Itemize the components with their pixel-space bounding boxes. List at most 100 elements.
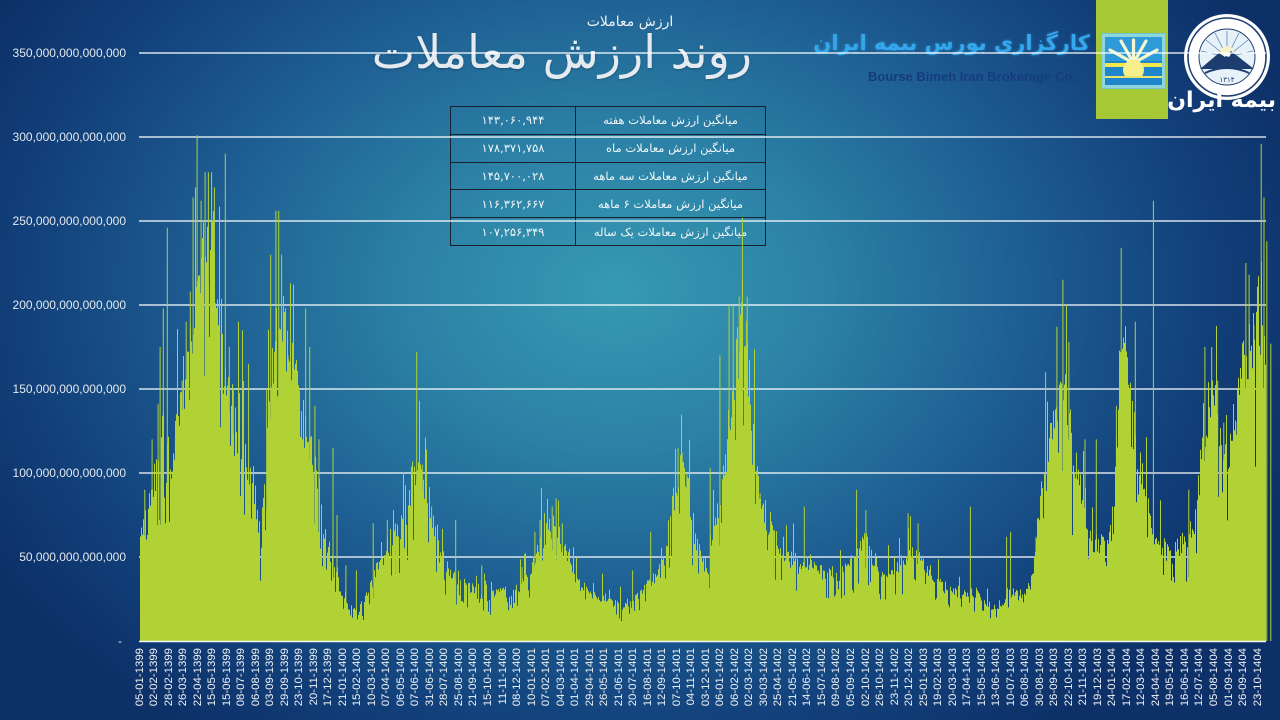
x-axis-tick-label: 03-12-1401 (699, 648, 712, 707)
table-row: ۱۷۸,۳۷۱,۷۵۸ میانگین ارزش معاملات ماه (450, 133, 766, 163)
x-axis-tick-label: 06-08-1403 (1019, 648, 1032, 707)
x-axis-tick-label: 25-04-1402 (772, 648, 785, 707)
x-axis-tick-label: 11-11-1400 (496, 648, 509, 705)
x-axis-tick-label: 08-12-1400 (511, 648, 524, 707)
x-axis-tick-label: 23-11-1402 (888, 648, 901, 706)
x-axis-tick-label: 24-04-1404 (1149, 648, 1162, 707)
x-axis-tick-label: 10-01-1401 (525, 648, 538, 707)
x-axis-tick-label: 12-07-1404 (1193, 648, 1206, 707)
x-axis-tick-label: 04-11-1401 (685, 648, 698, 706)
x-axis-tick-label: 17-04-1403 (961, 648, 974, 707)
table-cell-label: میانگین ارزش معاملات ماه (575, 133, 766, 163)
x-axis-tick-label: 14-06-1402 (801, 648, 814, 707)
table-cell-value: ۱۴۵,۷۰۰,۰۲۸ (450, 161, 576, 191)
x-axis-tick-label: 09-08-1402 (830, 648, 843, 707)
y-axis-tick-label: 250,000,000,000,000 (12, 214, 126, 228)
x-axis-tick-label: 16-08-1401 (641, 648, 654, 707)
x-axis-tick-label: 22-04-1399 (191, 648, 204, 707)
y-axis-tick-label: 100,000,000,000,000 (12, 466, 126, 480)
brokerage-emblem-icon (1101, 33, 1166, 89)
x-axis-tick-label: 29-04-1401 (583, 648, 596, 707)
x-axis-tick-label: 19-05-1404 (1164, 648, 1177, 707)
x-axis-tick-label: 06-08-1399 (249, 648, 262, 707)
x-axis-tick-label: 15-05-1403 (975, 648, 988, 707)
table-row: ۱۴۳,۰۶۰,۹۴۴ میانگین ارزش معاملات هفته (450, 106, 766, 135)
x-axis-tick-label: 15-10-1400 (481, 648, 494, 707)
x-axis-tick-label: 16-06-1404 (1178, 648, 1191, 707)
bimeh-iran-seal-icon: ۱۳۱۴ (1184, 14, 1270, 100)
x-axis-tick-label: 20-03-1403 (946, 648, 959, 707)
x-axis-tick-label: 07-06-1400 (409, 648, 422, 707)
x-axis-tick-label: 21-09-1400 (467, 648, 480, 707)
x-axis-tick-label: 21-11-1403 (1077, 648, 1090, 706)
x-axis-tick-label: 30-03-1402 (757, 648, 770, 707)
x-axis-tick-label: 05-08-1404 (1207, 648, 1220, 707)
table-cell-label: میانگین ارزش معاملات یک ساله (575, 217, 766, 246)
x-axis-tick-label: 25-08-1400 (452, 648, 465, 707)
x-axis-tick-label: 31-06-1400 (423, 648, 436, 707)
x-axis-tick-label: 07-04-1400 (380, 648, 393, 707)
x-axis-tick-label: 10-03-1400 (365, 648, 378, 707)
average-trade-value-table: ۱۴۳,۰۶۰,۹۴۴ میانگین ارزش معاملات هفته ۱۷… (450, 106, 766, 246)
x-axis-tick-label: 26-09-1404 (1237, 648, 1250, 707)
y-axis-tick-label: 50,000,000,000,000 (19, 550, 126, 564)
x-axis-tick-label: 19-02-1403 (932, 648, 945, 707)
x-axis-tick-label: 15-06-1399 (220, 648, 233, 707)
x-axis-tick-label: 12-03-1404 (1135, 648, 1148, 707)
x-axis-tick-label: 13-06-1403 (990, 648, 1003, 707)
x-axis-tick-label: 30-08-1403 (1033, 648, 1046, 707)
x-axis-tick-label: 25-01-1403 (917, 648, 930, 707)
x-axis-tick-label: 22-10-1403 (1062, 648, 1075, 707)
x-axis-tick-label: 17-02-1404 (1120, 648, 1133, 707)
x-axis-tick-label: 29-09-1399 (278, 648, 291, 707)
x-axis-tick-label: 26-03-1399 (177, 648, 190, 707)
x-axis-tick-label: 23-10-1404 (1251, 648, 1264, 707)
x-axis-tick-label: 20-12-1402 (903, 648, 916, 707)
x-axis-tick-label: 06-02-1402 (728, 648, 741, 707)
x-axis-tick-label: 08-07-1399 (235, 648, 248, 707)
table-cell-value: ۱۴۳,۰۶۰,۹۴۴ (450, 106, 576, 135)
table-cell-value: ۱۷۸,۳۷۱,۷۵۸ (450, 133, 576, 163)
x-axis-tick-label: 01-09-1404 (1222, 648, 1235, 707)
x-axis-tick-label: 03-09-1399 (264, 648, 277, 707)
x-axis-tick-label: 02-10-1402 (859, 648, 872, 707)
x-axis-tick-label: 15-02-1400 (351, 648, 364, 707)
x-axis-tick-label: 24-01-1404 (1106, 648, 1119, 707)
x-axis-tick-label: 02-02-1399 (148, 648, 161, 707)
table-cell-label: میانگین ارزش معاملات ۶ ماهه (575, 189, 766, 219)
table-row: ۱۱۶,۳۶۲,۶۶۷ میانگین ارزش معاملات ۶ ماهه (450, 189, 766, 219)
seal-year: ۱۳۱۴ (1219, 76, 1234, 84)
y-axis-tick-label: - (118, 634, 122, 648)
y-axis-tick-label: 150,000,000,000,000 (12, 382, 126, 396)
x-axis-tick-label: 07-10-1401 (670, 648, 683, 707)
page-title: روند ارزش معاملات (371, 25, 752, 79)
x-axis-tick-label: 20-11-1399 (307, 648, 320, 706)
x-axis-tick-label: 21-01-1400 (336, 648, 349, 707)
x-axis-tick-label: 17-12-1399 (322, 648, 335, 707)
x-axis-tick-label: 05-09-1402 (844, 648, 857, 707)
x-axis-tick-label: 26-10-1402 (874, 648, 887, 707)
x-axis-tick-label: 23-10-1399 (293, 648, 306, 707)
table-cell-label: میانگین ارزش معاملات هفته (575, 106, 766, 135)
table-cell-value: ۱۱۶,۳۶۲,۶۶۷ (450, 189, 576, 219)
x-axis-tick-label: 04-03-1401 (554, 648, 567, 707)
table-row: ۱۰۷,۲۵۶,۳۴۹ میانگین ارزش معاملات یک ساله (450, 217, 766, 246)
x-axis-tick-label: 28-07-1400 (438, 648, 451, 707)
table-row: ۱۴۵,۷۰۰,۰۲۸ میانگین ارزش معاملات سه ماهه (450, 161, 766, 191)
x-axis-tick-label: 12-09-1401 (656, 648, 669, 707)
x-axis-tick-label: 10-07-1403 (1004, 648, 1017, 707)
x-axis-tick-label: 26-09-1403 (1048, 648, 1061, 707)
bar-series-fill (140, 206, 1266, 641)
x-axis-tick-label: 21-06-1401 (612, 648, 625, 707)
x-axis-tick-label: 01-04-1401 (569, 648, 582, 707)
x-axis-tick-label: 19-12-1403 (1091, 648, 1104, 707)
y-axis-tick-label: 300,000,000,000,000 (12, 130, 126, 144)
x-axis-tick-label: 15-05-1399 (206, 648, 219, 707)
x-axis-tick-label: 05-01-1399 (133, 648, 146, 707)
x-axis-tick-label: 07-02-1401 (540, 648, 553, 707)
y-axis-tick-label: 200,000,000,000,000 (12, 298, 126, 312)
parent-company-logo-text: بیمه ایران (1167, 88, 1276, 113)
x-axis-tick-label: 15-07-1402 (815, 648, 828, 707)
brand-name-english: Bourse Bimeh Iran Brokerage Co. (868, 69, 1077, 84)
x-axis-tick-label: 21-05-1402 (786, 648, 799, 707)
